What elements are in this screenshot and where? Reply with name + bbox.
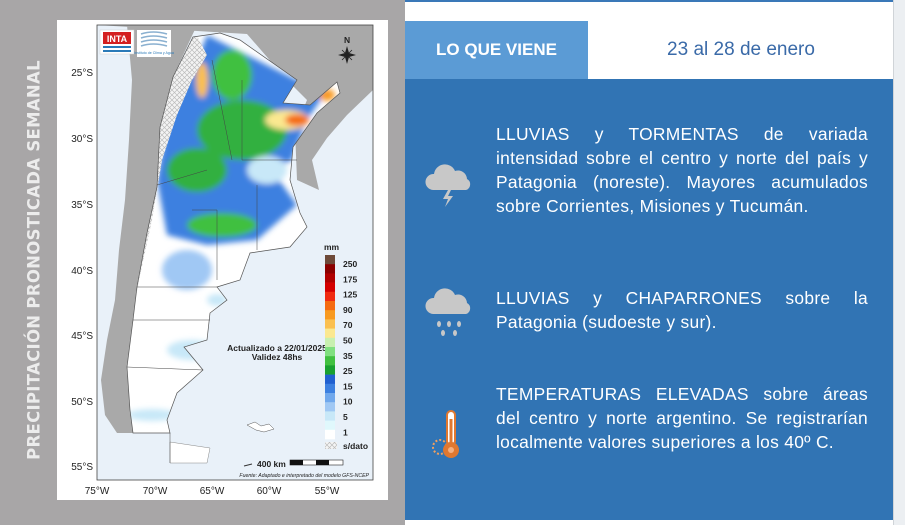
neighbor-land-north — [97, 25, 373, 190]
lon-ticks: 75°W 70°W 65°W 60°W 55°W — [85, 486, 340, 497]
legend-swatch — [325, 328, 335, 339]
legend-label: 10 — [343, 397, 353, 407]
legend-label: 50 — [343, 336, 353, 346]
legend-swatch — [325, 301, 335, 311]
legend-swatch — [325, 264, 335, 274]
svg-text:mm: mm — [324, 242, 340, 252]
legend-swatch — [325, 420, 335, 431]
svg-text:25°S: 25°S — [71, 68, 93, 79]
forecast-list: LLUVIAS y TORMENTAS de variada intensida… — [405, 79, 894, 520]
rain-field — [127, 35, 335, 421]
svg-text:60°W: 60°W — [257, 486, 282, 497]
scale-bar: 400 km — [243, 459, 344, 469]
legend-label: 250 — [343, 259, 357, 269]
province-borders — [126, 59, 297, 463]
legend-swatch — [325, 273, 335, 283]
compass-rose-icon: N — [338, 35, 356, 64]
nodata-swatch — [325, 442, 337, 449]
storm-cloud-icon — [425, 164, 471, 207]
legend-label: 35 — [343, 351, 353, 361]
svg-text:40°S: 40°S — [71, 266, 93, 277]
svg-text:35°S: 35°S — [71, 200, 93, 211]
updated-label: Actualizado a 22/01/2025 — [227, 343, 327, 353]
svg-text:30°S: 30°S — [71, 134, 93, 145]
legend-label: 5 — [343, 412, 348, 422]
nodata-label: s/dato — [343, 441, 368, 451]
legend-swatch — [325, 374, 335, 385]
legend-label: 1 — [343, 427, 348, 437]
thermometer-sun-icon — [432, 410, 459, 458]
legend-swatch — [325, 411, 335, 421]
svg-text:N: N — [344, 35, 350, 45]
source-note: Fuente: Adaptado e interpretado del mode… — [239, 473, 369, 479]
legend-swatch — [325, 383, 335, 394]
forecast-panel: LO QUE VIENE 23 al 28 de enero LLUVIAS y… — [405, 0, 894, 525]
inta-logo: INTA — [99, 29, 135, 55]
precipitation-map: INTA Instituto de Clima y Agua N 25°S 30… — [57, 20, 388, 500]
svg-text:70°W: 70°W — [143, 486, 168, 497]
svg-text:45°S: 45°S — [71, 331, 93, 342]
forecast-text: TEMPERATURAS ELEVADAS sobre áreas del ce… — [496, 384, 868, 452]
legend-label: 25 — [343, 366, 353, 376]
tab-lo-que-viene[interactable]: LO QUE VIENE — [405, 21, 588, 79]
legend-label: 125 — [343, 290, 357, 300]
no-data-area — [137, 36, 207, 295]
svg-text:65°W: 65°W — [200, 486, 225, 497]
legend-swatch — [325, 291, 335, 302]
legend-swatch — [325, 402, 335, 412]
instituto-logo: Instituto de Clima y Agua — [134, 30, 174, 57]
legend-swatch — [325, 356, 335, 366]
legend-swatch — [325, 319, 335, 329]
legend-swatch — [325, 310, 335, 320]
rain-cloud-icon — [425, 288, 471, 336]
legend-swatch — [325, 337, 335, 348]
legend-swatch — [325, 393, 335, 403]
legend-swatch — [325, 429, 335, 440]
legend-swatch — [325, 282, 335, 293]
legend-label: 175 — [343, 274, 357, 284]
legend-label: 15 — [343, 381, 353, 391]
legend: mm 250 175 125 90 70 50 35 25 15 10 5 1 s/dato — [324, 242, 368, 451]
svg-text:400 km: 400 km — [257, 459, 286, 469]
forecast-text: LLUVIAS y CHAPARRONES sobre la Patagonia… — [496, 288, 868, 332]
legend-swatch — [325, 347, 335, 357]
validity-label: Validez 48hs — [252, 352, 303, 362]
svg-text:75°W: 75°W — [85, 486, 110, 497]
svg-text:Instituto de Clima y Agua: Instituto de Clima y Agua — [134, 51, 174, 55]
map-canvas: INTA Instituto de Clima y Agua N 25°S 30… — [71, 24, 374, 497]
svg-text:55°W: 55°W — [315, 486, 340, 497]
svg-text:55°S: 55°S — [71, 462, 93, 473]
lat-ticks: 25°S 30°S 35°S 40°S 45°S 50°S 55°S — [71, 68, 93, 473]
legend-label: 70 — [343, 320, 353, 330]
malvinas — [246, 421, 275, 433]
side-title: PRECIPITACIÓN PRONOSTICADA SEMANAL — [24, 60, 44, 460]
legend-swatch — [325, 255, 335, 265]
forecast-text: LLUVIAS y TORMENTAS de variada intensida… — [496, 124, 868, 216]
left-panel: PRECIPITACIÓN PRONOSTICADA SEMANAL — [0, 0, 405, 525]
legend-swatch — [325, 365, 335, 375]
chile-land — [97, 25, 197, 433]
svg-text:INTA: INTA — [107, 34, 128, 44]
svg-text:50°S: 50°S — [71, 397, 93, 408]
window-edge — [893, 0, 905, 525]
legend-label: 90 — [343, 305, 353, 315]
date-range: 23 al 28 de enero — [667, 39, 815, 60]
